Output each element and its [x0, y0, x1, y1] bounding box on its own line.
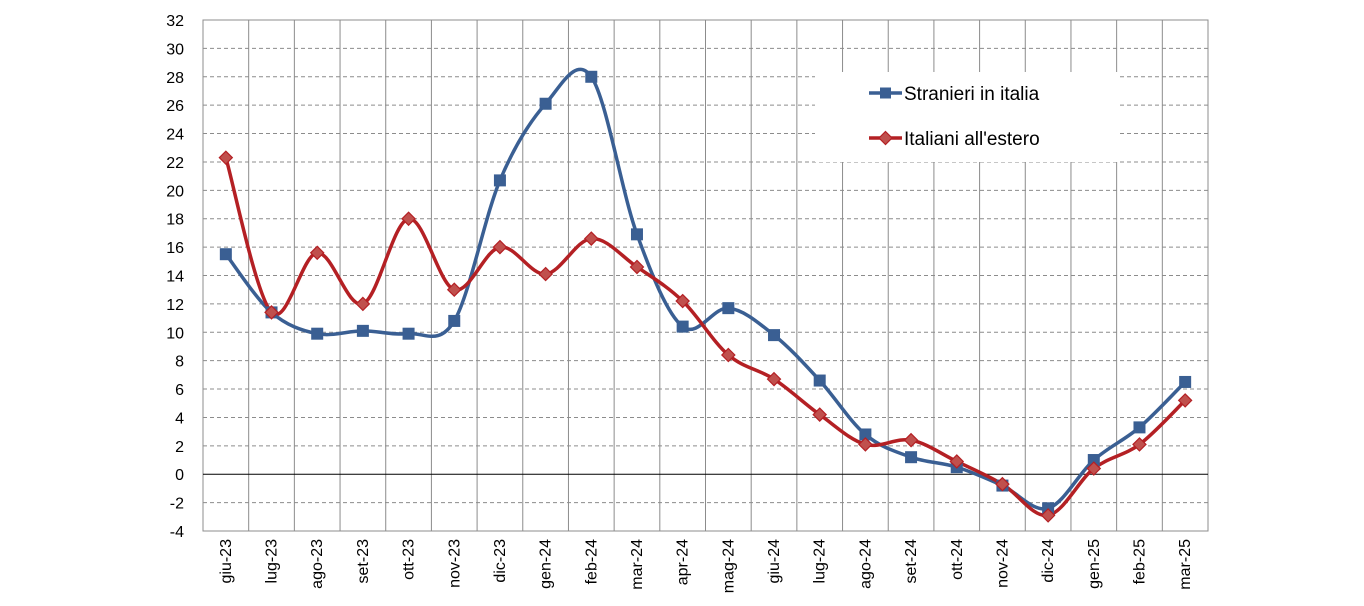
- x-tick-label: mar-25: [1177, 539, 1194, 590]
- point-stranieri: [1179, 375, 1192, 388]
- point-stranieri: [905, 451, 918, 464]
- point-stranieri: [539, 97, 552, 110]
- point-italiani: [1177, 393, 1193, 408]
- x-tick-label: feb-25: [1131, 539, 1148, 584]
- point-italiani: [1040, 508, 1056, 523]
- legend-swatch-marker: [880, 87, 891, 99]
- point-italiani: [1132, 437, 1147, 452]
- y-tick-label: 12: [166, 297, 184, 314]
- y-tick-label: 30: [166, 41, 184, 58]
- point-italiani: [583, 231, 599, 246]
- series-markers: [218, 70, 1193, 523]
- x-tick-label: mag-24: [720, 539, 737, 593]
- point-stranieri: [676, 320, 689, 333]
- legend-label: Stranieri in italia: [904, 84, 1040, 105]
- point-stranieri: [768, 329, 781, 342]
- x-tick-label: nov-24: [994, 539, 1011, 588]
- y-tick-label: 22: [166, 155, 184, 172]
- point-italiani: [766, 371, 782, 387]
- x-tick-label: nov-23: [446, 539, 463, 588]
- x-tick-label: apr-24: [675, 539, 692, 585]
- legend-box: [815, 72, 1118, 162]
- x-tick-label: set-24: [903, 539, 920, 584]
- point-italiani: [858, 437, 873, 452]
- x-tick-label: mar-24: [629, 539, 646, 590]
- x-tick-label: set-23: [355, 539, 372, 584]
- x-tick-label: lug-23: [264, 539, 281, 584]
- y-tick-label: 20: [166, 183, 184, 200]
- point-italiani: [538, 266, 553, 282]
- point-italiani: [903, 432, 919, 448]
- point-stranieri: [448, 314, 461, 327]
- x-tick-label: ott-23: [401, 539, 418, 580]
- x-tick-label: gen-25: [1086, 539, 1103, 589]
- point-stranieri: [219, 248, 232, 261]
- plot-border: [202, 19, 1209, 532]
- y-tick-label: 18: [166, 212, 184, 229]
- point-italiani: [309, 245, 325, 261]
- x-tick-label: giu-23: [218, 539, 235, 584]
- point-italiani: [218, 150, 234, 166]
- legend-swatch-marker: [878, 130, 893, 146]
- y-tick-label: 14: [166, 269, 184, 286]
- point-stranieri: [813, 374, 826, 387]
- y-tick-label: 24: [166, 127, 184, 144]
- point-italiani: [812, 407, 828, 422]
- y-tick-label: 10: [166, 325, 184, 342]
- x-tick-label: gen-24: [538, 539, 555, 589]
- point-italiani: [264, 305, 279, 320]
- x-tick-label: lug-24: [812, 539, 829, 584]
- legend-label: Italiani all'estero: [904, 129, 1040, 150]
- y-tick-label: 28: [166, 70, 184, 87]
- y-tick-label: 6: [175, 382, 184, 399]
- y-tick-label: 4: [175, 410, 184, 427]
- point-stranieri: [630, 228, 643, 241]
- point-italiani: [355, 296, 371, 312]
- point-stranieri: [1133, 421, 1146, 434]
- point-italiani: [1086, 461, 1102, 476]
- grid-lines: [203, 19, 1208, 531]
- y-tick-label: -2: [170, 496, 184, 513]
- x-tick-label: dic-23: [492, 539, 509, 583]
- point-italiani: [492, 239, 508, 255]
- point-italiani: [675, 293, 691, 309]
- point-stranieri: [722, 302, 735, 315]
- point-italiani: [446, 282, 462, 298]
- x-tick-label: ago-24: [857, 539, 874, 589]
- point-italiani: [629, 259, 645, 275]
- point-stranieri: [493, 174, 506, 187]
- point-italiani: [401, 211, 416, 227]
- x-tick-label: dic-24: [1040, 539, 1057, 583]
- point-italiani: [995, 476, 1010, 492]
- point-stranieri: [311, 327, 324, 340]
- legend: Stranieri in italia Italiani all'estero: [815, 72, 1118, 162]
- point-italiani: [720, 347, 736, 363]
- x-tick-label: ott-24: [949, 539, 966, 580]
- x-tick-label: feb-24: [583, 539, 600, 584]
- x-tick-label: giu-24: [766, 539, 783, 584]
- point-stranieri: [402, 327, 415, 340]
- point-stranieri: [356, 324, 369, 337]
- point-italiani: [949, 454, 965, 469]
- x-tick-label: ago-23: [309, 539, 326, 589]
- point-stranieri: [585, 70, 598, 83]
- y-tick-label: 0: [175, 467, 184, 484]
- y-tick-label: -4: [170, 524, 184, 541]
- y-tick-label: 16: [166, 240, 184, 257]
- y-tick-label: 8: [175, 354, 184, 371]
- y-tick-label: 32: [166, 13, 184, 30]
- y-tick-label: 26: [166, 98, 184, 115]
- y-tick-label: 2: [175, 439, 184, 456]
